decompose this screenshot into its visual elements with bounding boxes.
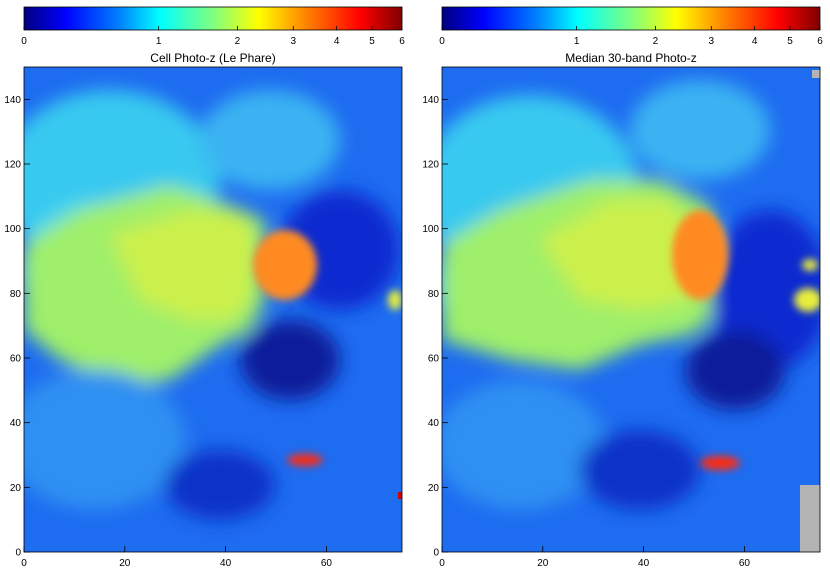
colorbar-tick-label: 3 <box>709 36 715 47</box>
panel-left: 0 1 2 3 4 5 6 Cell Photo-z (Le Phare) <box>4 6 405 569</box>
colorbar-gradient <box>23 6 403 31</box>
x-tick-label: 0 <box>439 558 445 569</box>
x-tick-label: 0 <box>21 558 27 569</box>
colorbar-right: 0 1 2 3 4 5 6 <box>439 6 823 47</box>
plot-frame <box>441 66 821 553</box>
plot-frame <box>23 66 403 553</box>
colorbar-tick-label: 5 <box>369 36 375 47</box>
y-tick-label: 20 <box>428 483 440 494</box>
colorbar-tick-label: 5 <box>787 36 793 47</box>
x-tick-label: 40 <box>638 558 650 569</box>
y-tick-label: 120 <box>422 160 439 171</box>
chart-title: Cell Photo-z (Le Phare) <box>150 51 275 65</box>
colorbar-tick-label: 6 <box>399 36 405 47</box>
y-tick-label: 140 <box>4 95 21 106</box>
x-tick-label: 60 <box>321 558 333 569</box>
y-tick-label: 120 <box>4 160 21 171</box>
y-tick-label: 60 <box>10 354 22 365</box>
y-tick-label: 40 <box>10 418 22 429</box>
y-tick-label: 140 <box>422 95 439 106</box>
x-tick-label: 40 <box>220 558 232 569</box>
x-tick-label: 20 <box>119 558 131 569</box>
y-tick-label: 100 <box>4 224 21 235</box>
heatmap-left <box>24 67 402 552</box>
y-tick-label: 40 <box>428 418 440 429</box>
y-tick-label: 80 <box>10 289 22 300</box>
colorbar-tick-label: 1 <box>156 36 162 47</box>
y-tick-label: 100 <box>422 224 439 235</box>
colorbar-tick-label: 2 <box>653 36 659 47</box>
chart-title: Median 30-band Photo-z <box>565 51 696 65</box>
no-data-cell <box>812 70 820 78</box>
y-tick-label: 0 <box>15 548 21 559</box>
colorbar-tick-label: 1 <box>574 36 580 47</box>
colorbar-tick-label: 6 <box>817 36 823 47</box>
colorbar-tick-label: 4 <box>334 36 340 47</box>
outlier-cell <box>398 492 402 499</box>
panel-right: 0 1 2 3 4 5 6 Median 30-band Photo-z <box>422 6 823 569</box>
colorbar-tick-label: 4 <box>752 36 758 47</box>
colorbar-tick-label: 0 <box>439 36 445 47</box>
y-tick-label: 20 <box>10 483 22 494</box>
y-tick-label: 80 <box>428 289 440 300</box>
y-tick-label: 60 <box>428 354 440 365</box>
heatmap-right <box>442 67 820 552</box>
x-tick-label: 60 <box>739 558 751 569</box>
colorbar-tick-label: 0 <box>21 36 27 47</box>
colorbar-gradient <box>441 6 821 31</box>
colorbar-tick-label: 3 <box>291 36 297 47</box>
y-tick-label: 0 <box>433 548 439 559</box>
x-tick-label: 20 <box>537 558 549 569</box>
colorbar-tick-label: 2 <box>235 36 241 47</box>
no-data-region <box>800 485 820 552</box>
colorbar-left: 0 1 2 3 4 5 6 <box>21 6 405 47</box>
